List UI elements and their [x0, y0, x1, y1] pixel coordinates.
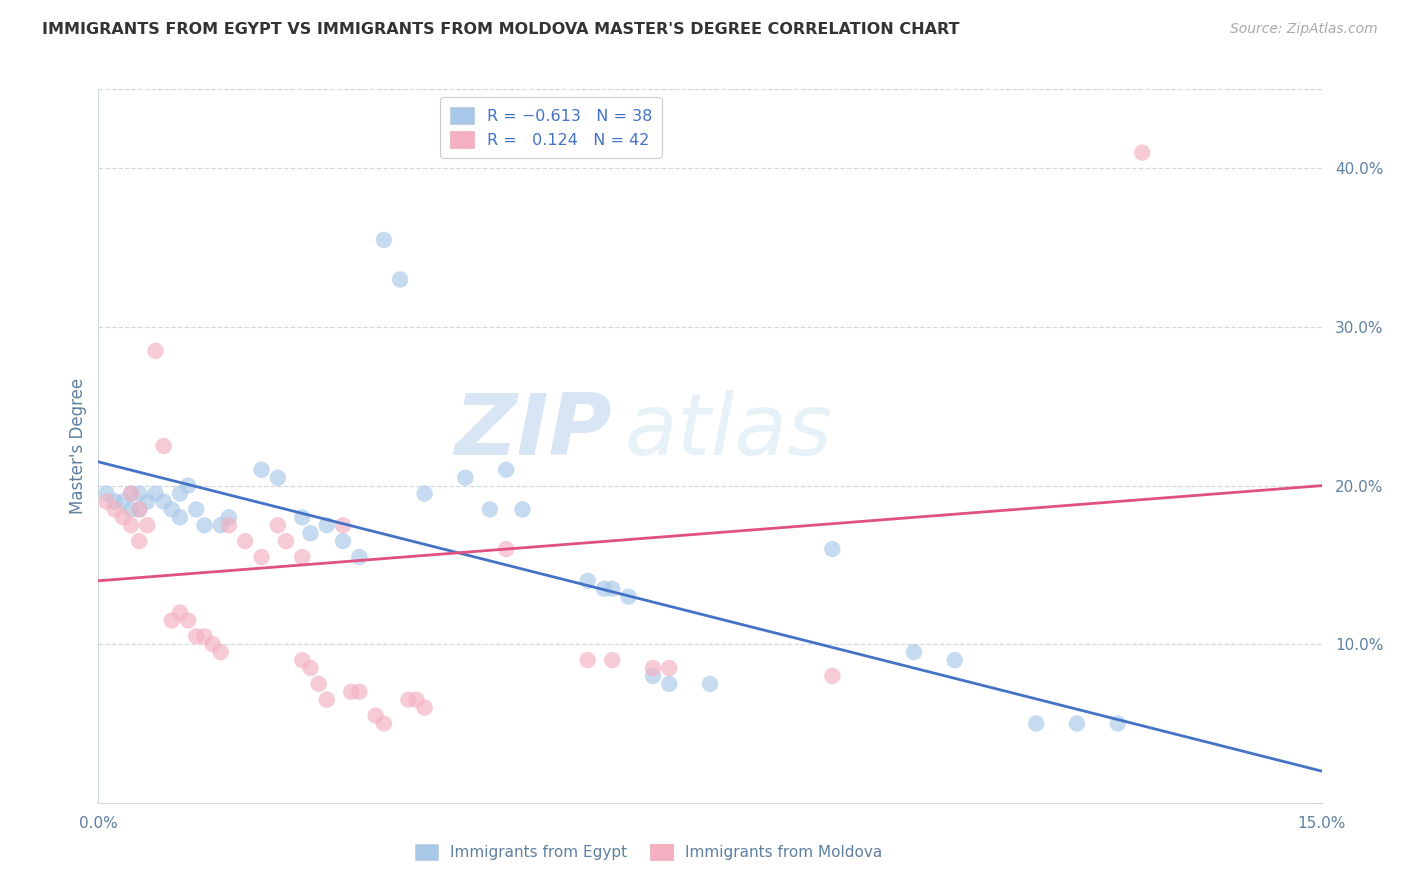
Point [332, 518, 354, 533]
Point [111, 494, 134, 508]
Point [111, 510, 134, 524]
Point [315, 518, 337, 533]
Point [233, 534, 256, 549]
Text: atlas: atlas [624, 390, 832, 474]
Point [373, 716, 395, 731]
Point [495, 542, 517, 557]
Point [128, 502, 150, 516]
Point [641, 669, 664, 683]
Point [658, 677, 681, 691]
Point [315, 692, 337, 706]
Point [600, 653, 623, 667]
Point [169, 486, 191, 500]
Point [396, 692, 419, 706]
Point [96, 494, 118, 508]
Text: Source: ZipAtlas.com: Source: ZipAtlas.com [1230, 22, 1378, 37]
Point [177, 614, 200, 628]
Point [193, 518, 215, 533]
Point [299, 661, 322, 675]
Point [308, 677, 330, 691]
Point [160, 502, 183, 516]
Point [104, 494, 127, 508]
Point [250, 549, 273, 564]
Point [267, 471, 290, 485]
Point [218, 510, 240, 524]
Point [274, 534, 297, 549]
Point [1107, 716, 1129, 731]
Point [145, 486, 167, 500]
Point [209, 518, 232, 533]
Point [160, 614, 183, 628]
Point [413, 486, 436, 500]
Point [478, 502, 501, 516]
Y-axis label: Master's Degree: Master's Degree [69, 378, 87, 514]
Point [136, 494, 159, 508]
Point [299, 526, 322, 541]
Point [291, 510, 314, 524]
Point [186, 629, 208, 643]
Text: ZIP: ZIP [454, 390, 612, 474]
Point [267, 518, 290, 533]
Point [291, 653, 314, 667]
Point [186, 502, 208, 516]
Point [389, 272, 412, 286]
Point [454, 471, 477, 485]
Point [169, 606, 191, 620]
Point [209, 645, 232, 659]
Point [120, 518, 142, 533]
Point [576, 653, 599, 667]
Point [128, 534, 150, 549]
Point [1130, 145, 1153, 160]
Point [364, 708, 387, 723]
Point [349, 549, 371, 564]
Point [177, 478, 200, 492]
Point [340, 685, 363, 699]
Point [152, 494, 174, 508]
Point [1066, 716, 1088, 731]
Point [169, 510, 191, 524]
Point [903, 645, 925, 659]
Point [120, 486, 142, 500]
Point [291, 549, 314, 564]
Point [495, 463, 517, 477]
Point [96, 486, 118, 500]
Point [128, 502, 150, 516]
Point [136, 518, 159, 533]
Point [512, 502, 534, 516]
Point [641, 661, 664, 675]
Point [821, 542, 844, 557]
Point [373, 233, 395, 247]
Point [201, 637, 224, 651]
Point [617, 590, 640, 604]
Point [120, 502, 142, 516]
Point [413, 700, 436, 714]
Point [658, 661, 681, 675]
Point [593, 582, 616, 596]
Point [152, 439, 174, 453]
Point [943, 653, 966, 667]
Point [699, 677, 721, 691]
Point [193, 629, 215, 643]
Point [349, 685, 371, 699]
Point [405, 692, 427, 706]
Point [250, 463, 273, 477]
Point [128, 486, 150, 500]
Point [576, 574, 599, 588]
Point [120, 486, 142, 500]
Point [218, 518, 240, 533]
Point [600, 582, 623, 596]
Point [332, 534, 354, 549]
Point [1025, 716, 1047, 731]
Text: IMMIGRANTS FROM EGYPT VS IMMIGRANTS FROM MOLDOVA MASTER'S DEGREE CORRELATION CHA: IMMIGRANTS FROM EGYPT VS IMMIGRANTS FROM… [42, 22, 960, 37]
Point [821, 669, 844, 683]
Point [145, 343, 167, 358]
Point [104, 502, 127, 516]
Legend: Immigrants from Egypt, Immigrants from Moldova: Immigrants from Egypt, Immigrants from M… [409, 838, 889, 866]
